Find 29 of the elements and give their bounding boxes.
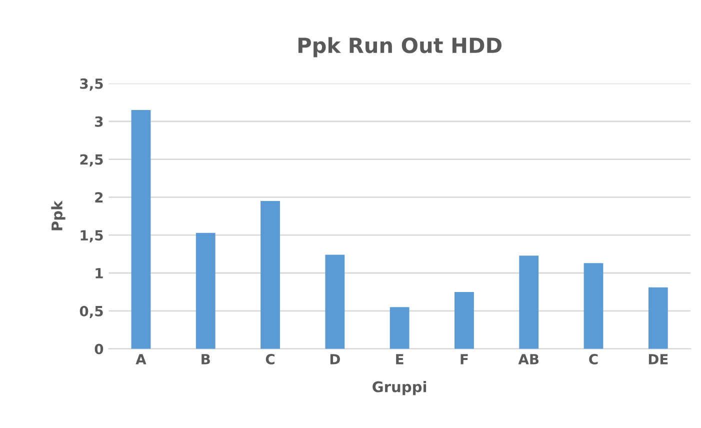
x-tick-label: F: [460, 354, 468, 364]
bar: [584, 263, 604, 349]
y-tick-label: 2: [95, 192, 103, 202]
x-axis-title: Gruppi: [372, 381, 426, 396]
bar: [648, 287, 668, 349]
bar: [454, 292, 474, 349]
x-tick-label: C: [589, 354, 598, 364]
bar: [196, 232, 216, 349]
bar: [325, 254, 345, 349]
x-tick-label: C: [266, 354, 274, 364]
x-tick-label: AB: [518, 354, 539, 364]
x-tick-label: B: [202, 354, 210, 364]
bar: [131, 110, 151, 349]
bar: [260, 200, 280, 349]
y-tick-label: 0: [94, 344, 104, 354]
chart-title: Ppk Run Out HDD: [298, 37, 502, 58]
y-tick-label: 2,5: [80, 154, 103, 167]
y-tick-label: 1,5: [80, 230, 103, 242]
y-tick-label: 1: [96, 268, 103, 278]
x-tick-label: D: [330, 354, 340, 364]
bar: [519, 256, 539, 349]
x-tick-label: A: [136, 354, 146, 364]
x-tick-label: E: [396, 354, 404, 364]
x-tick-label: DE: [648, 354, 668, 364]
y-tick-label: 0,5: [80, 306, 103, 318]
y-axis-title: Ppk: [51, 200, 66, 230]
bar: [390, 307, 410, 349]
y-tick-label: 3: [95, 116, 103, 127]
y-tick-label: 3,5: [80, 78, 103, 91]
